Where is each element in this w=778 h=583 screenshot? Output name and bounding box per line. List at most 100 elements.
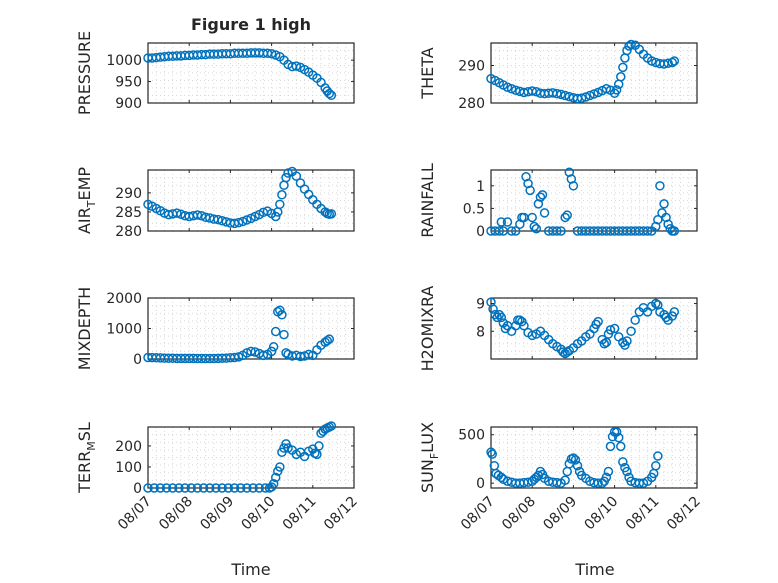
mixdepth-data-point xyxy=(279,329,289,340)
mixdepth-y-tick-label: 2000 xyxy=(106,291,142,307)
rainfall-data-point xyxy=(663,219,673,229)
h2omixra-data-point xyxy=(593,316,603,327)
sunflux-data-point xyxy=(572,460,583,471)
sunflux-data-point xyxy=(622,466,632,477)
rainfall-data-point xyxy=(535,192,546,202)
mixdepth-data-point xyxy=(322,335,332,346)
h2omixra-data-point xyxy=(651,298,661,309)
h2omixra-y-tick-label: 9 xyxy=(476,297,485,313)
h2omixra-data-point xyxy=(519,320,529,331)
terrmsl-data-point xyxy=(192,483,203,493)
rainfall-data-point xyxy=(655,181,665,191)
h2omixra-axes-frame xyxy=(490,297,698,360)
sunflux-y-tick-label: 0 xyxy=(476,476,485,492)
theta-data-point xyxy=(502,82,513,92)
mixdepth-y-tick-label: 1000 xyxy=(106,322,142,338)
terrmsl-y-tick-label: 100 xyxy=(115,460,142,476)
rainfall-data-point xyxy=(642,226,653,236)
h2omixra-data-point xyxy=(626,326,636,337)
terrmsl-data-point xyxy=(211,483,221,493)
terrmsl-data-point xyxy=(161,483,172,493)
h2omixra-data-point xyxy=(527,330,537,341)
h2omixra-data-point xyxy=(605,325,616,335)
h2omixra-data-point xyxy=(496,312,507,323)
rainfall-data-point xyxy=(531,223,542,234)
theta-axes-frame xyxy=(490,42,698,104)
terrmsl-data-point xyxy=(143,483,153,493)
terrmsl-data-point xyxy=(326,421,337,431)
sunflux-data-point xyxy=(593,478,603,488)
theta-data-point xyxy=(669,56,680,66)
airtemp-data-point xyxy=(283,168,293,178)
pressure-y-tick-label: 1000 xyxy=(106,53,142,69)
sunflux-data-point xyxy=(560,475,570,486)
h2omixra-subplot: 8 9 H2OMIXRA xyxy=(418,286,698,372)
theta-data-point xyxy=(510,85,521,95)
sunflux-data-point xyxy=(653,451,663,461)
theta-data-point xyxy=(611,85,622,95)
rainfall-data-point xyxy=(560,212,570,223)
theta-subplot: 280 290 THETA xyxy=(418,39,698,112)
sunflux-data-point xyxy=(603,466,614,477)
rainfall-data-point xyxy=(539,208,550,218)
airtemp-data-point xyxy=(242,215,252,225)
airtemp-data-point xyxy=(326,209,337,219)
rainfall-data-point xyxy=(525,185,535,196)
sunflux-data-point xyxy=(568,453,579,463)
theta-data-point xyxy=(556,89,566,100)
h2omixra-y-axis-label: H2OMIXRA xyxy=(418,286,437,372)
airtemp-data-point xyxy=(233,217,244,228)
terrmsl-data-point xyxy=(248,483,258,493)
airtemp-data-point xyxy=(176,209,186,219)
rainfall-data-point xyxy=(506,226,517,236)
h2omixra-data-point xyxy=(618,337,628,348)
x-axis-label-right: Time xyxy=(574,560,614,579)
rainfall-data-point xyxy=(659,199,669,209)
mixdepth-subplot: 0 1000 2000 MIXDEPTH xyxy=(75,287,355,370)
terrmsl-data-point xyxy=(314,441,324,451)
sunflux-data-point xyxy=(651,460,661,471)
airtemp-data-point xyxy=(291,171,302,181)
theta-data-point xyxy=(601,84,612,94)
theta-data-point xyxy=(560,90,570,101)
terrmsl-data-point xyxy=(155,483,166,493)
sunflux-data-point xyxy=(611,427,622,437)
sunflux-data-point xyxy=(616,441,626,452)
h2omixra-y-tick-label: 8 xyxy=(476,324,485,340)
theta-data-point xyxy=(585,90,595,101)
theta-data-point xyxy=(624,41,634,51)
mixdepth-data-point xyxy=(270,326,281,337)
rainfall-data-point xyxy=(653,214,663,225)
terrmsl-data-point xyxy=(260,483,271,493)
h2omixra-data-point xyxy=(669,307,680,317)
theta-y-tick-label: 290 xyxy=(458,59,485,75)
rainfall-y-tick-label: 0 xyxy=(476,224,485,240)
theta-y-axis-label: THETA xyxy=(418,47,437,99)
airtemp-y-tick-label: 285 xyxy=(115,205,142,221)
terrmsl-y-tick-label: 0 xyxy=(133,481,142,497)
terrmsl-data-point xyxy=(205,483,215,493)
h2omixra-data-point xyxy=(492,312,502,323)
rainfall-y-tick-label: 0.5 xyxy=(463,201,485,217)
terrmsl-data-point xyxy=(174,483,184,493)
airtemp-y-tick-label: 280 xyxy=(115,224,142,240)
pressure-y-tick-label: 950 xyxy=(115,75,142,91)
theta-data-point xyxy=(576,93,587,103)
mixdepth-data-point xyxy=(233,352,244,362)
sunflux-y-axis-label: SUNFLUX xyxy=(418,422,441,493)
airtemp-data-point xyxy=(196,211,207,221)
airtemp-data-point xyxy=(172,208,182,218)
theta-y-tick-label: 280 xyxy=(458,96,485,112)
terrmsl-data-point xyxy=(235,483,246,493)
rainfall-y-tick-label: 1 xyxy=(476,179,485,195)
rainfall-data-point xyxy=(556,226,566,236)
sunflux-data-point xyxy=(570,455,581,465)
mixdepth-data-point xyxy=(266,346,277,357)
mixdepth-data-point xyxy=(324,334,335,344)
sunflux-data-point xyxy=(613,432,624,443)
pressure-data-point xyxy=(291,61,302,71)
h2omixra-data-point xyxy=(661,312,671,323)
airtemp-data-point xyxy=(277,190,287,200)
theta-data-point xyxy=(618,62,628,73)
